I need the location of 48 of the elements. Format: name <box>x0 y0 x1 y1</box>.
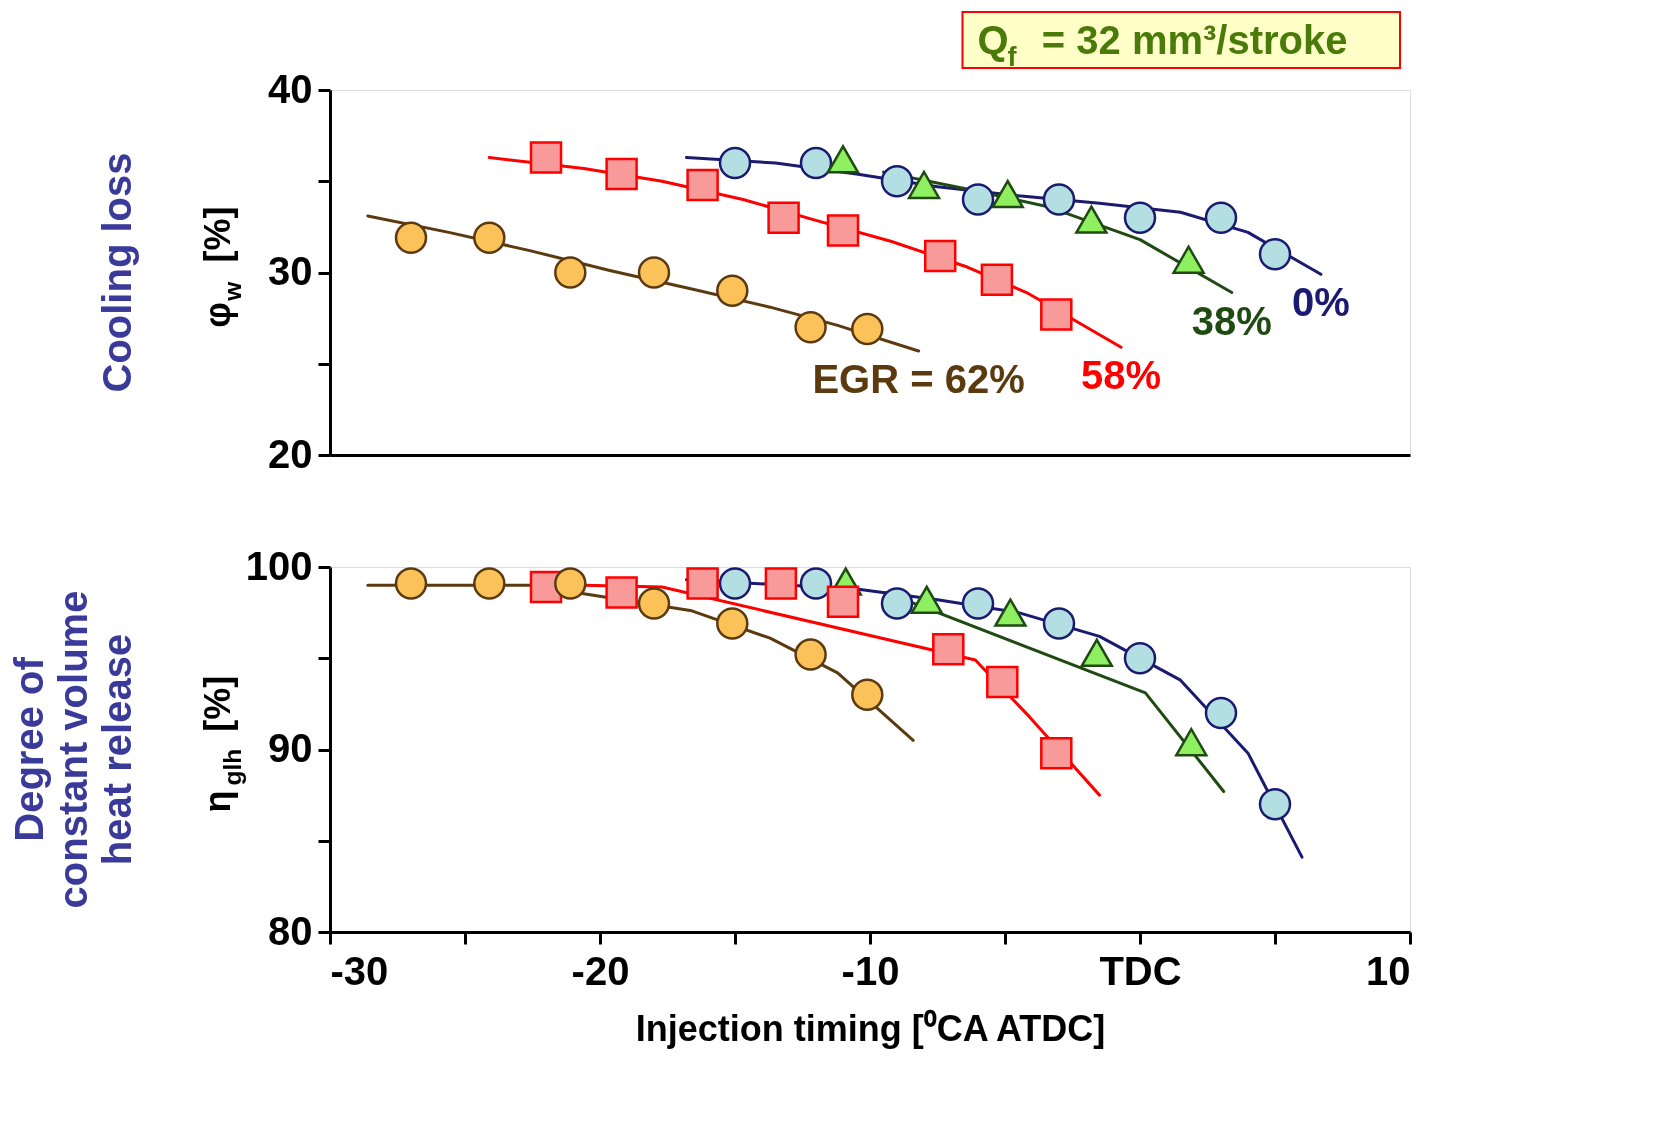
point <box>605 157 638 191</box>
point <box>1204 201 1238 234</box>
point <box>826 145 860 174</box>
y-tick-label: 20 <box>268 431 313 476</box>
point <box>473 221 506 255</box>
x-tick-label: TDC <box>1099 948 1182 993</box>
point <box>851 312 884 346</box>
y-axis-title: φw [%] <box>197 206 246 328</box>
point <box>686 168 719 202</box>
point <box>799 146 833 180</box>
point <box>1123 201 1157 234</box>
point <box>923 239 957 273</box>
y-tick-label: 80 <box>268 908 313 953</box>
text: Degree of constant volume heat release <box>7 590 139 909</box>
x-axis-title: Injection timing [⁰CA ATDC] <box>635 1007 1106 1049</box>
point <box>826 214 860 247</box>
x-tick-label: -30 <box>330 948 389 993</box>
y-tick-label: 30 <box>268 249 313 293</box>
point <box>794 311 827 344</box>
point <box>1040 298 1073 331</box>
point <box>991 179 1024 209</box>
y-tick-label: 40 <box>268 66 313 111</box>
point <box>637 256 671 289</box>
series-label: 38% <box>1191 298 1272 343</box>
point <box>1075 205 1108 234</box>
point <box>980 263 1014 297</box>
series-label: 0% <box>1291 280 1350 325</box>
y-axis-title: ηglh [%] <box>197 675 246 813</box>
point <box>907 170 941 200</box>
x-tick-label: -10 <box>841 948 900 993</box>
point <box>716 274 749 307</box>
point <box>961 183 995 216</box>
text: Cooling loss <box>95 152 139 393</box>
point <box>554 256 587 289</box>
x-tick-label: -20 <box>571 948 630 993</box>
point <box>529 141 563 174</box>
point <box>718 146 752 180</box>
point <box>394 221 428 255</box>
x-tick-label: 10 <box>1366 948 1411 993</box>
y-tick-label: 90 <box>268 726 313 770</box>
point <box>1042 183 1076 216</box>
series-label: 58% <box>1081 353 1162 398</box>
point <box>767 201 800 234</box>
series-label: EGR = 62% <box>812 356 1025 401</box>
point <box>1258 238 1292 271</box>
point <box>1172 245 1205 274</box>
y-tick-label: 100 <box>245 543 313 588</box>
point <box>880 165 914 198</box>
